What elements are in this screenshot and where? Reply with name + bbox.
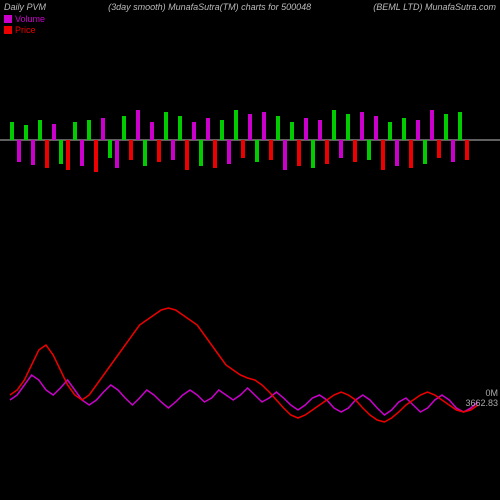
side-label-bottom: 3662.83 (465, 398, 498, 408)
side-label-top: 0M (485, 388, 498, 398)
chart-svg (0, 0, 500, 500)
